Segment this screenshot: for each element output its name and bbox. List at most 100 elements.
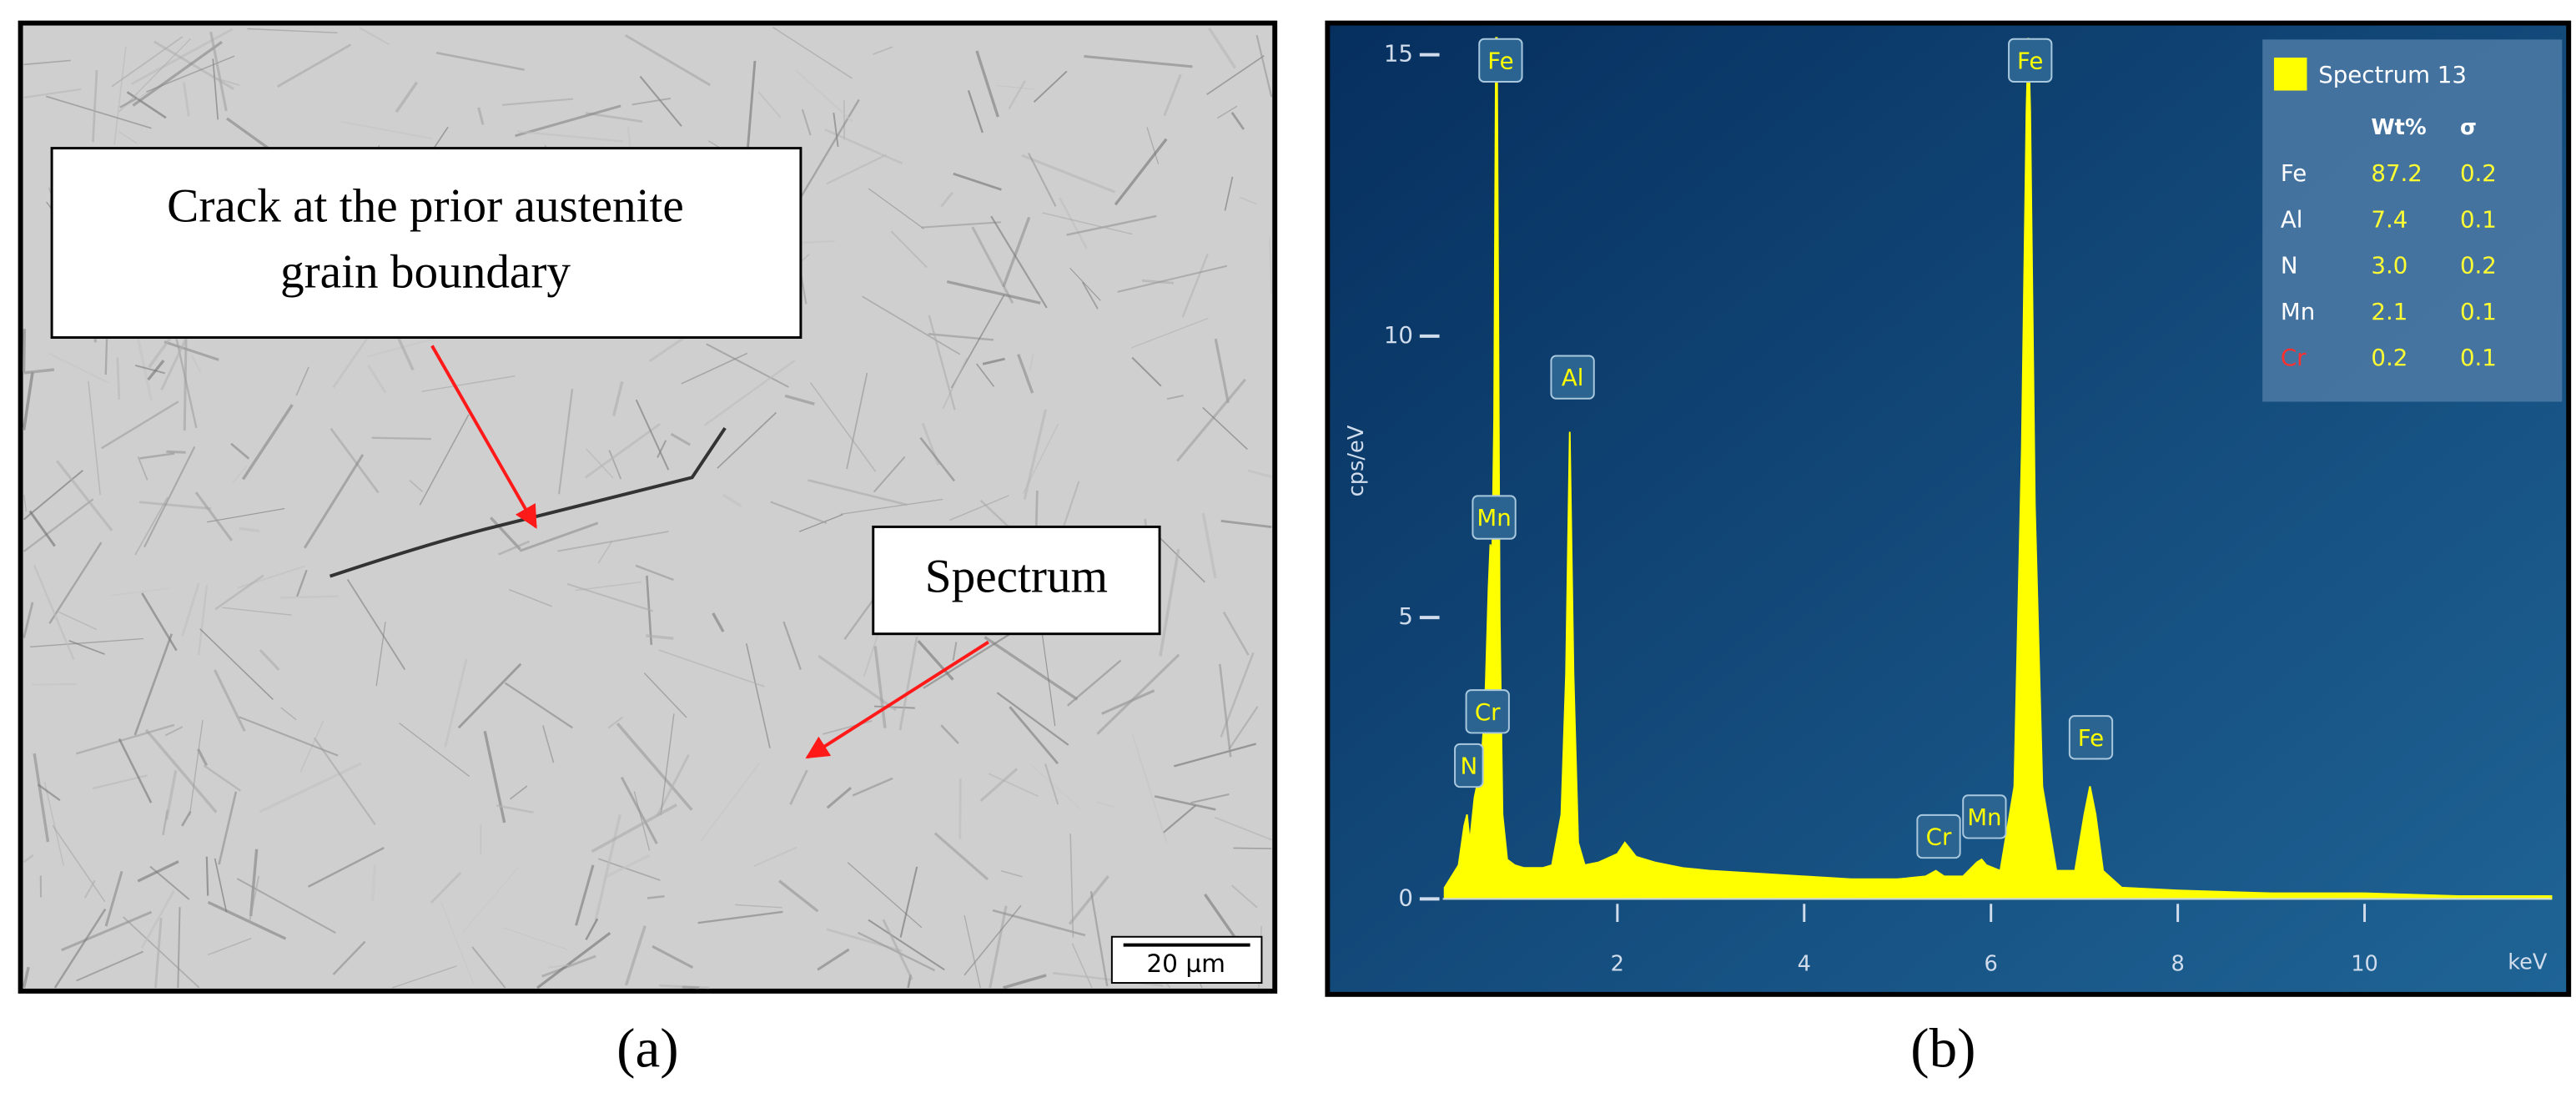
texture-line [1190,793,1230,804]
texture-line [940,191,953,208]
texture-line [23,494,28,512]
texture-line [1173,743,1257,768]
texture-line [989,905,1008,989]
texture-line [462,866,520,934]
legend-value: 3.0 [2371,252,2407,280]
texture-line [817,948,850,971]
texture-line [419,414,470,506]
peak-label-box [1465,689,1510,734]
texture-line [1029,763,1081,809]
peak-label: Mn [1967,803,2001,831]
texture-line [1240,196,1257,205]
texture-line [541,954,596,978]
legend-element: Cr [2281,344,2307,371]
texture-line [631,97,672,106]
texture-line [597,541,613,564]
texture-line [1220,520,1272,529]
texture-line [1044,763,1059,805]
peak-label: Al [1562,364,1584,391]
texture-line [586,448,614,479]
texture-line [857,931,936,972]
texture-line [205,856,209,896]
texture-line [515,104,621,138]
texture-line [33,753,50,843]
texture-line [371,436,432,441]
x-tick-label: 8 [2171,951,2184,976]
texture-line [1008,80,1026,110]
texture-line [197,585,209,656]
texture-line [1066,214,1157,236]
texture-line [237,565,306,589]
texture-line [139,452,175,460]
texture-line [996,84,1035,90]
texture-line [746,60,757,158]
peak-label: Fe [2017,47,2043,74]
texture-line [371,864,377,902]
texture-line [607,716,623,729]
texture-line [172,325,198,429]
texture-line [782,621,802,670]
y-axis-label: cps/eV [1344,425,1369,496]
texture-line [1084,55,1193,68]
texture-line [230,442,250,460]
texture-line [37,783,61,802]
texture-line [1131,356,1162,387]
texture-line [712,612,725,632]
texture-line [536,931,611,990]
texture-line [498,540,531,556]
texture-line [1206,55,1265,95]
texture-line [784,394,815,405]
texture-line [144,728,218,813]
texture-line [635,564,674,582]
texture-line [933,832,989,881]
texture-line [22,966,30,989]
texture-line [23,368,55,375]
texture-line [88,380,101,496]
texture-line [23,470,83,521]
legend-value: 0.2 [2460,252,2497,280]
texture-line [132,40,223,107]
texture-line [222,607,292,616]
texture-line [1029,354,1034,371]
legend-element: Mn [2281,298,2315,325]
texture-line [207,900,287,940]
texture-line [757,91,782,118]
texture-line [670,432,692,446]
texture-line [249,849,259,917]
texture-line [706,343,789,388]
texture-line [236,878,336,934]
texture-line [557,531,669,552]
annotation-box [50,147,802,339]
texture-line [882,919,913,980]
texture-line [1233,847,1272,849]
texture-line [295,366,309,396]
texture-line [1224,176,1234,211]
peak-label: Cr [1475,698,1501,726]
texture-line [658,649,765,687]
texture-line [23,498,94,552]
texture-line [1040,627,1056,727]
texture-line [164,726,184,737]
texture-line [367,338,435,358]
texture-line [984,636,1079,701]
texture-line [846,372,868,470]
x-axis-label: keV [2508,949,2548,975]
texture-line [1069,267,1101,301]
texture-line [1117,264,1228,293]
texture-line [919,436,956,482]
texture-line [247,28,338,34]
texture-line [873,46,893,55]
texture-line [22,371,34,431]
texture-line [212,76,240,86]
texture-line [946,280,1041,305]
texture-line [181,810,192,827]
texture-line [277,43,352,88]
y-tick-label: 10 [1384,321,1413,349]
texture-line [575,864,595,926]
texture-line [1162,804,1196,834]
texture-line [1089,890,1109,987]
texture-line [303,454,365,549]
texture-line [657,440,667,458]
texture-line [75,723,175,755]
texture-line [502,927,569,950]
